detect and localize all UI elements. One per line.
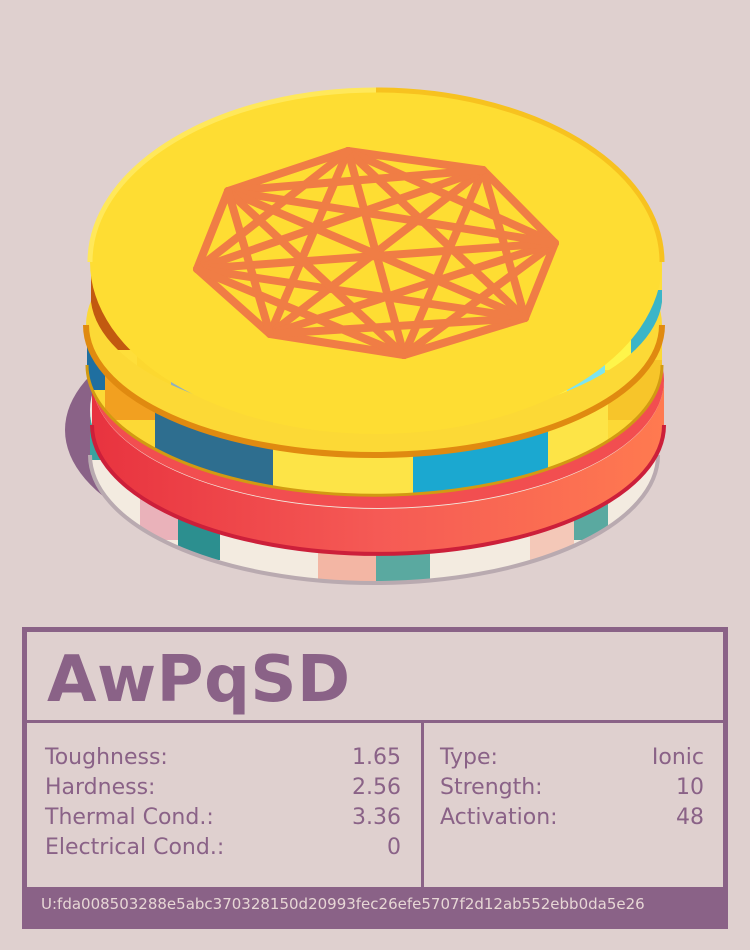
stat-label: Strength:: [440, 775, 543, 800]
heptagon-complete-graph-icon: [193, 147, 559, 359]
stat-row-thermal-conductivity: Thermal Cond.: 3.36: [45, 803, 401, 833]
stat-value: 10: [676, 775, 704, 800]
column-divider: [421, 723, 424, 887]
stat-value: 0: [387, 835, 401, 860]
physical-stats-list: Toughness: 1.65 Hardness: 2.56 Thermal C…: [45, 743, 401, 863]
title-divider: [27, 720, 723, 723]
material-info-card: AwPqSD Toughness: 1.65 Hardness: 2.56 Th…: [22, 627, 728, 929]
stat-row-type: Type: Ionic: [440, 743, 704, 773]
stat-label: Activation:: [440, 805, 558, 830]
stat-value: 2.56: [352, 775, 401, 800]
stat-row-activation: Activation: 48: [440, 803, 704, 833]
bond-stats-list: Type: Ionic Strength: 10 Activation: 48: [440, 743, 704, 833]
material-name: AwPqSD: [47, 643, 351, 717]
stat-label: Hardness:: [45, 775, 156, 800]
stat-value: Ionic: [651, 745, 704, 770]
stat-row-toughness: Toughness: 1.65: [45, 743, 401, 773]
stat-row-electrical-conductivity: Electrical Cond.: 0: [45, 833, 401, 863]
uid-text: U:fda008503288e5abc370328150d20993fec26e…: [41, 895, 645, 913]
stat-label: Thermal Cond.:: [45, 805, 214, 830]
stat-row-hardness: Hardness: 2.56: [45, 773, 401, 803]
coin-stack-illustration: [65, 87, 666, 585]
stat-label: Toughness:: [45, 745, 168, 770]
stat-label: Type:: [440, 745, 498, 770]
stat-value: 48: [676, 805, 704, 830]
stat-value: 3.36: [352, 805, 401, 830]
stat-value: 1.65: [352, 745, 401, 770]
uid-footer: U:fda008503288e5abc370328150d20993fec26e…: [27, 887, 723, 924]
stat-label: Electrical Cond.:: [45, 835, 225, 860]
stat-row-strength: Strength: 10: [440, 773, 704, 803]
